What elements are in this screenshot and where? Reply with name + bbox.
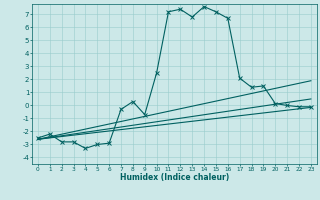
X-axis label: Humidex (Indice chaleur): Humidex (Indice chaleur): [120, 173, 229, 182]
